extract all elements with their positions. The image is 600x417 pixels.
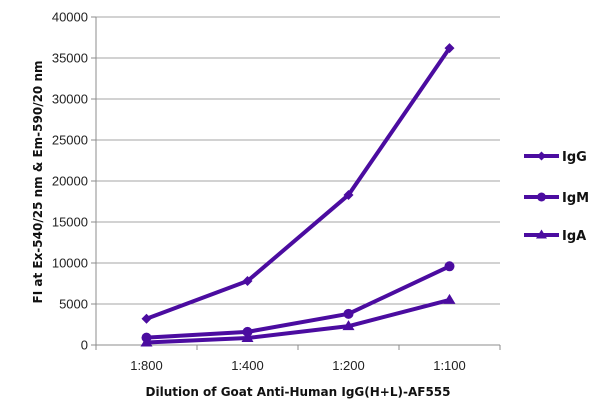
diamond-marker [444, 43, 455, 54]
circle-marker [343, 308, 354, 319]
triangle-marker [342, 320, 355, 331]
y-tick-label: 30000 [52, 92, 88, 107]
x-tick-label: 1:400 [231, 358, 264, 373]
y-tick-label: 25000 [52, 133, 88, 148]
legend-item-igg: IgG [524, 150, 587, 165]
series-line [146, 297, 451, 345]
diamond-marker [141, 313, 152, 324]
triangle-marker [443, 293, 456, 304]
circle-marker [444, 261, 455, 272]
y-tick-label: 5000 [59, 297, 88, 312]
x-tick-label: 1:100 [433, 358, 466, 373]
diamond-marker [242, 276, 253, 287]
legend-label: IgG [562, 150, 587, 165]
triangle-marker [536, 229, 547, 239]
x-axis: 1:800 1:400 1:200 1:100 [95, 344, 501, 373]
diamond-marker [343, 189, 354, 200]
legend-item-igm: IgM [524, 191, 589, 206]
series-igm [141, 261, 455, 343]
y-axis-tick-labels: 0 5000 10000 15000 20000 25000 30000 35000 40000 [52, 10, 88, 353]
x-axis-title: Dilution of Goat Anti-Human IgG(H+L)-AF5… [146, 385, 451, 399]
x-tick-label: 1:200 [332, 358, 365, 373]
diamond-marker [537, 151, 546, 161]
series-line [145, 47, 452, 321]
data-series [140, 43, 456, 347]
legend: IgG IgM IgA [524, 150, 589, 244]
circle-marker [242, 326, 253, 337]
series-iga [140, 293, 456, 347]
gridlines [91, 16, 500, 346]
y-tick-label: 10000 [52, 256, 88, 271]
legend-label: IgM [562, 191, 589, 206]
y-tick-label: 15000 [52, 215, 88, 230]
y-tick-label: 35000 [52, 51, 88, 66]
series-igg [141, 43, 455, 324]
y-tick-label: 40000 [52, 10, 88, 25]
y-axis-title: FI at Ex-540/25 nm & Em-590/20 nm [31, 61, 45, 304]
triangle-marker [241, 332, 254, 343]
y-tick-label: 20000 [52, 174, 88, 189]
x-tick-label: 1:800 [130, 358, 163, 373]
circle-marker [537, 192, 546, 202]
circle-marker [141, 332, 152, 343]
y-tick-label: 0 [81, 338, 88, 353]
legend-label: IgA [562, 229, 586, 244]
legend-item-iga: IgA [524, 229, 586, 244]
series-line [146, 264, 451, 340]
